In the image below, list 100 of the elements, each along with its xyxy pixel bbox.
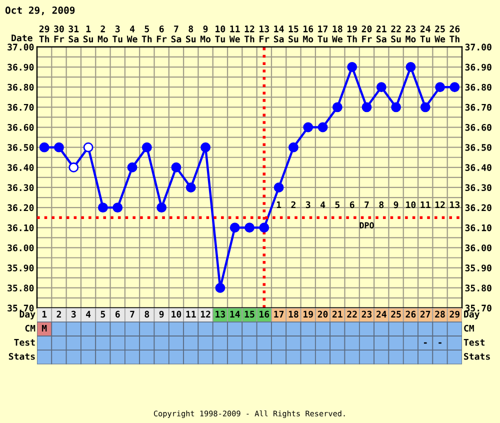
x-tick-label: 20 xyxy=(318,310,328,318)
x-axis-title: Day xyxy=(20,310,36,320)
x-tick-label: 18 xyxy=(288,310,298,318)
point xyxy=(318,122,328,132)
point xyxy=(39,142,50,152)
y-tick-label: 35.80 xyxy=(8,284,34,292)
x-tick-label: 21 Sa xyxy=(376,25,386,42)
x-tick-label: 7 Sa xyxy=(171,26,182,42)
y-tick-label: 36.80 xyxy=(8,84,34,91)
x-tick-label: 2 Mo xyxy=(98,25,108,42)
point xyxy=(259,222,270,233)
x-tick-label: 19 xyxy=(304,310,313,318)
x-tick-label: 26 xyxy=(406,310,416,318)
x-tick-label: 23 xyxy=(362,310,372,318)
x-tick-label: 11 xyxy=(186,310,196,318)
point xyxy=(420,102,430,112)
point xyxy=(127,162,138,172)
x-tick-label: 15 xyxy=(244,310,254,318)
point xyxy=(54,142,64,152)
x-tick-label: 3 Tu xyxy=(112,25,122,42)
x-tick-label: 13 xyxy=(216,310,226,318)
x2-tick-label: 4 xyxy=(320,201,326,208)
x-tick-label: 5 xyxy=(100,310,106,318)
x-tick-label: 22 xyxy=(347,310,357,318)
x-tick-label: 28 xyxy=(435,310,445,318)
point xyxy=(347,62,358,72)
y-tick-label: 37.00 xyxy=(8,44,34,51)
x-tick-label: 16 Mo xyxy=(303,25,314,42)
point xyxy=(362,102,372,112)
x-tick-label: 20 Fr xyxy=(362,25,372,42)
point xyxy=(142,142,152,152)
point xyxy=(391,102,402,112)
text: M xyxy=(42,324,47,332)
point xyxy=(215,282,226,293)
y-tick-label: 36.70 xyxy=(8,104,34,111)
point xyxy=(156,202,167,213)
x-tick-label: 12 xyxy=(200,310,210,318)
point xyxy=(200,142,211,152)
x-tick-label: 3 xyxy=(71,310,76,318)
y-tick-label: 36.50 xyxy=(8,144,34,151)
y-tick-label: 36.90 xyxy=(8,64,34,71)
x-tick-label: 21 xyxy=(332,310,342,318)
x-tick-label: 26 Th xyxy=(450,25,460,42)
point xyxy=(244,222,254,233)
x-tick-label: 9 xyxy=(159,310,164,318)
x2-tick-label: 10 xyxy=(406,201,416,208)
point xyxy=(230,222,240,233)
x2-tick-label: 5 xyxy=(335,201,340,208)
text: - xyxy=(424,342,427,344)
x-tick-label: 19 Th xyxy=(347,26,357,42)
x-tick-label: 16 xyxy=(260,310,270,318)
x-tick-label: 14 xyxy=(230,310,240,318)
text: - xyxy=(438,342,442,344)
text: Day xyxy=(464,310,480,320)
x-tick-label: 17 Tu xyxy=(318,26,328,42)
y-tick-label: 36.40 xyxy=(8,164,34,171)
x-tick-label: 9 Mo xyxy=(200,26,211,42)
y-tick-label: 36.10 xyxy=(8,224,34,232)
x-tick-label: 29 Th xyxy=(39,25,50,42)
x2-tick-label: 12 xyxy=(435,201,445,208)
x-tick-label: 25 xyxy=(391,310,401,318)
x2-tick-label: 6 xyxy=(350,201,354,208)
x-tick-label: 8 xyxy=(144,310,150,318)
x2-tick-label: 3 xyxy=(306,201,310,208)
y-tick-label: 36.60 xyxy=(8,124,34,131)
x-tick-label: 7 xyxy=(130,310,134,318)
x-tick-label: 13 Fr xyxy=(260,25,270,42)
x-tick-label: 31 Sa xyxy=(68,25,79,42)
point xyxy=(376,82,386,92)
x-tick-label: 1 xyxy=(42,310,47,318)
x-tick-label: 10 xyxy=(172,310,182,318)
x2-tick-label: 8 xyxy=(379,201,384,208)
x-tick-label: 8 Su xyxy=(186,25,196,42)
y-tick-label: 36.20 xyxy=(8,204,34,212)
x-tick-label: 4 We xyxy=(126,26,138,42)
x2-tick-label: 9 xyxy=(394,201,398,208)
x-tick-label: 6 Fr xyxy=(156,25,167,42)
x2-tick-label: 13 xyxy=(450,201,460,208)
point xyxy=(112,202,123,213)
x-tick-label: 11 We xyxy=(229,26,240,42)
x-tick-label: 18 We xyxy=(332,25,342,42)
y-tick-label: 35.70 xyxy=(8,304,34,312)
point xyxy=(186,182,196,192)
x-tick-label: 25 We xyxy=(434,25,446,42)
x-tick-label: 27 xyxy=(420,310,430,318)
point xyxy=(450,82,460,92)
x-tick-label: 15 Su xyxy=(288,26,298,42)
x2-tick-label: 1 xyxy=(276,201,282,208)
point xyxy=(83,142,94,152)
point xyxy=(98,202,108,213)
x-tick-label: 24 xyxy=(376,310,386,318)
x-tick-label: 4 xyxy=(86,310,91,318)
y-tick-label: 35.90 xyxy=(8,264,34,272)
point xyxy=(68,162,79,172)
y-tick-label: Stats xyxy=(464,352,490,360)
x2-tick-label: 7 xyxy=(364,201,369,208)
x-tick-label: 10 Tu xyxy=(215,25,226,42)
point xyxy=(332,102,342,112)
x-tick-label: 30 Fr xyxy=(54,25,64,42)
x-tick-label: 12 Th xyxy=(244,25,254,42)
